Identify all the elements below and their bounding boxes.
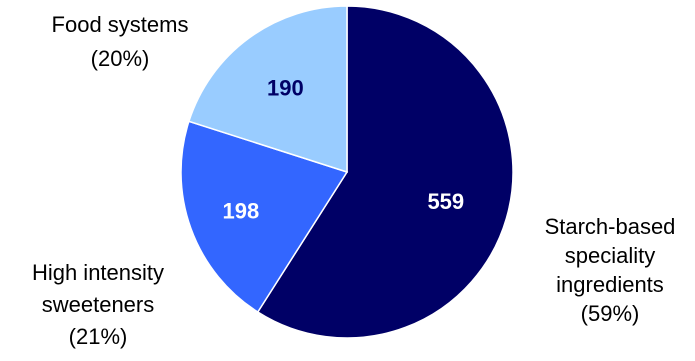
pie-slice	[256, 5, 514, 339]
pie-category-labels: Starch-based speciality ingredients (59%) Hi…	[32, 12, 675, 349]
pie-category-label-line: High intensity	[32, 260, 164, 285]
pie-category-label-line: ingredients	[556, 272, 664, 297]
pie-category-label-line: speciality	[565, 243, 655, 268]
pie-category-label: High intensity sweeteners (21%)	[32, 260, 164, 349]
pie-category-label-line: (20%)	[91, 46, 150, 71]
pie-category-label-line: (59%)	[581, 301, 640, 326]
pie-slices	[180, 5, 514, 339]
pie-category-label-line: Food systems	[52, 12, 189, 37]
pie-category-label-line: Starch-based	[545, 214, 676, 239]
pie-category-label: Starch-based speciality ingredients (59%)	[545, 214, 676, 326]
pie-slice	[187, 5, 348, 174]
pie-value-label: 559	[427, 189, 464, 214]
pie-value-label: 198	[222, 198, 259, 223]
pie-value-labels: 559 198 190	[222, 76, 464, 224]
pie-value-label: 190	[267, 76, 304, 101]
pie-category-label-line: sweeteners	[42, 292, 155, 317]
pie-category-label-line: (21%)	[69, 324, 128, 349]
pie-slice	[180, 120, 349, 314]
pie-category-label: Food systems (20%)	[52, 12, 189, 71]
